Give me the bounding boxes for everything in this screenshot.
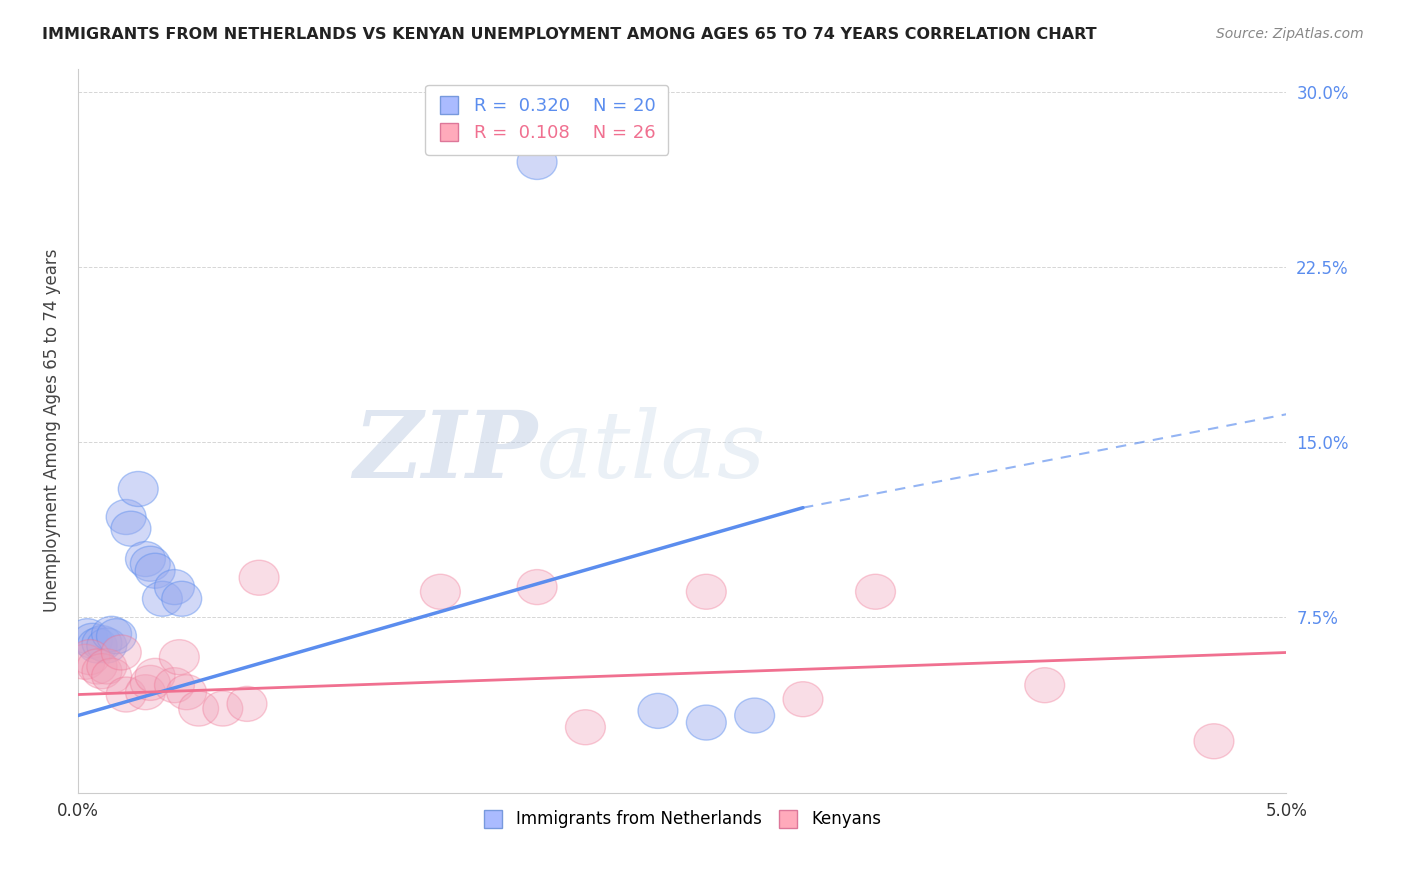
Ellipse shape (72, 624, 112, 658)
Ellipse shape (517, 570, 557, 605)
Legend: Immigrants from Netherlands, Kenyans: Immigrants from Netherlands, Kenyans (475, 804, 889, 835)
Ellipse shape (517, 145, 557, 179)
Text: ZIP: ZIP (353, 408, 537, 498)
Text: Source: ZipAtlas.com: Source: ZipAtlas.com (1216, 27, 1364, 41)
Ellipse shape (82, 625, 122, 661)
Ellipse shape (87, 649, 127, 684)
Ellipse shape (135, 658, 176, 693)
Ellipse shape (67, 619, 107, 654)
Ellipse shape (77, 649, 117, 684)
Ellipse shape (638, 693, 678, 729)
Ellipse shape (420, 574, 460, 609)
Ellipse shape (735, 698, 775, 733)
Ellipse shape (125, 541, 166, 576)
Ellipse shape (155, 570, 194, 605)
Ellipse shape (65, 644, 105, 680)
Ellipse shape (97, 619, 136, 654)
Ellipse shape (107, 677, 146, 712)
Ellipse shape (91, 658, 132, 693)
Ellipse shape (118, 472, 157, 507)
Ellipse shape (686, 574, 727, 609)
Ellipse shape (783, 681, 823, 717)
Ellipse shape (91, 616, 132, 651)
Ellipse shape (226, 686, 267, 722)
Ellipse shape (135, 553, 176, 588)
Text: IMMIGRANTS FROM NETHERLANDS VS KENYAN UNEMPLOYMENT AMONG AGES 65 TO 74 YEARS COR: IMMIGRANTS FROM NETHERLANDS VS KENYAN UN… (42, 27, 1097, 42)
Ellipse shape (107, 500, 146, 534)
Ellipse shape (131, 665, 170, 700)
Ellipse shape (125, 674, 166, 710)
Ellipse shape (131, 546, 170, 582)
Ellipse shape (167, 674, 207, 710)
Ellipse shape (565, 710, 606, 745)
Ellipse shape (111, 511, 150, 546)
Ellipse shape (70, 640, 110, 674)
Ellipse shape (239, 560, 278, 595)
Ellipse shape (87, 628, 127, 663)
Y-axis label: Unemployment Among Ages 65 to 74 years: Unemployment Among Ages 65 to 74 years (44, 249, 60, 612)
Ellipse shape (142, 582, 183, 616)
Ellipse shape (159, 640, 200, 674)
Ellipse shape (101, 635, 141, 670)
Ellipse shape (202, 691, 243, 726)
Ellipse shape (77, 628, 117, 663)
Ellipse shape (82, 654, 122, 689)
Ellipse shape (1025, 668, 1064, 703)
Ellipse shape (162, 582, 201, 616)
Ellipse shape (179, 691, 218, 726)
Ellipse shape (1194, 723, 1234, 759)
Ellipse shape (856, 574, 896, 609)
Text: atlas: atlas (537, 408, 766, 498)
Ellipse shape (155, 668, 194, 703)
Ellipse shape (686, 705, 727, 740)
